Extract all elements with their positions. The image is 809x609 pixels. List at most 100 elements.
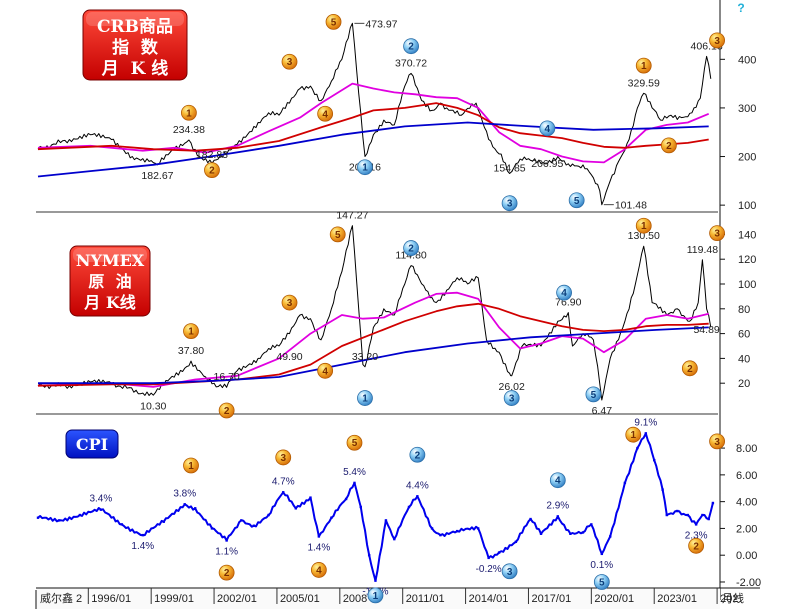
crb-annotation: 101.48 bbox=[615, 200, 647, 212]
nymex-annotation: 130.50 bbox=[628, 230, 660, 242]
nymex-wave-marker-orange: 3 bbox=[281, 294, 298, 311]
crb-wave-marker-blue: 2 bbox=[403, 38, 419, 55]
cpi-annotation: 1.1% bbox=[215, 546, 238, 557]
nymex-wave-marker-number: 2 bbox=[224, 406, 230, 417]
cpi-annotation: 3.4% bbox=[89, 494, 112, 505]
nymex-wave-marker-number: 3 bbox=[287, 298, 293, 309]
cpi-wave-marker-number: 5 bbox=[352, 438, 358, 449]
cpi-wave-marker-blue: 5 bbox=[593, 574, 610, 590]
nymex-wave-marker-number: 5 bbox=[591, 390, 597, 401]
nymex-wave-marker-orange: 2 bbox=[681, 360, 698, 377]
cpi-point bbox=[309, 496, 312, 499]
crb-wave-marker-orange: 5 bbox=[325, 13, 342, 30]
nymex-annotation: 147.27 bbox=[336, 210, 368, 222]
x-tick-label: 2017/01 bbox=[531, 593, 571, 605]
crb-price-line bbox=[37, 22, 712, 206]
x-tick-label: 2023/01 bbox=[657, 593, 697, 605]
nymex-panel: 20406080100120140147.27114.8037.8010.301… bbox=[37, 210, 756, 419]
cpi-point bbox=[590, 523, 593, 526]
cpi-wave-marker-number: 1 bbox=[373, 591, 379, 602]
nymex-annotation: 16.70 bbox=[213, 371, 239, 383]
cpi-point bbox=[374, 579, 377, 582]
cpi-title: CPI bbox=[76, 435, 108, 454]
crb-wave-marker-number: 4 bbox=[545, 124, 551, 135]
crb-wave-marker-number: 2 bbox=[408, 42, 414, 53]
cpi-point bbox=[600, 552, 604, 556]
nymex-wave-marker-number: 2 bbox=[408, 244, 414, 255]
x-tick-label: 1999/01 bbox=[154, 593, 194, 605]
crb-annotation: 154.85 bbox=[494, 162, 526, 174]
nymex-wave-marker-orange: 4 bbox=[317, 362, 334, 379]
nymex-wave-marker-number: 1 bbox=[188, 327, 194, 338]
cpi-point bbox=[78, 513, 82, 517]
cpi-point bbox=[497, 551, 501, 554]
cpi-wave-marker-orange: 5 bbox=[346, 434, 363, 451]
cpi-wave-marker-number: 3 bbox=[507, 567, 513, 578]
cpi-annotation: 2.3% bbox=[685, 530, 708, 541]
cpi-y-tick-label: -2.00 bbox=[736, 577, 761, 589]
cpi-point bbox=[476, 527, 480, 530]
cpi-point bbox=[686, 513, 689, 517]
nymex-wave-marker-blue: 4 bbox=[556, 284, 572, 301]
nymex-wave-marker-blue: 3 bbox=[503, 390, 520, 406]
cpi-point bbox=[99, 508, 103, 511]
cpi-point bbox=[514, 540, 518, 544]
nymex-wave-marker-number: 1 bbox=[641, 221, 647, 232]
cpi-point bbox=[36, 516, 40, 519]
cpi-point bbox=[487, 556, 490, 560]
cpi-wave-marker-number: 4 bbox=[316, 565, 322, 576]
crb-wave-marker-blue: 5 bbox=[568, 192, 585, 209]
cpi-point bbox=[210, 527, 214, 530]
crb-panel: 100 200 300 400 473.97 370.72 234.38 182.67 182.… bbox=[37, 13, 756, 212]
crb-wave-marker-number: 3 bbox=[714, 36, 720, 47]
nymex-wave-marker-orange: 3 bbox=[709, 225, 725, 242]
cpi-wave-marker-orange: 4 bbox=[310, 562, 327, 578]
cpi-annotation: 0.1% bbox=[590, 560, 613, 571]
cpi-point bbox=[539, 532, 543, 535]
cpi-point bbox=[636, 446, 639, 450]
cpi-point bbox=[282, 491, 285, 494]
crb-y-tick-label: 100 bbox=[738, 200, 756, 212]
crb-wave-marker-number: 5 bbox=[331, 17, 337, 28]
nymex-annotation: 119.48 bbox=[687, 244, 718, 256]
x-tick-label: 2014/01 bbox=[469, 593, 509, 605]
nymex-ma-fast-line bbox=[37, 291, 709, 388]
crb-wave-marker-blue: 3 bbox=[501, 195, 518, 212]
nymex-wave-marker-orange: 2 bbox=[218, 402, 235, 419]
crb-annotation: 473.97 bbox=[365, 18, 397, 30]
cpi-point bbox=[193, 507, 197, 510]
crb-y-tick-label: 300 bbox=[738, 103, 756, 115]
cpi-point bbox=[359, 505, 362, 509]
crb-wave-marker-blue: 1 bbox=[357, 159, 373, 176]
nymex-annotation: 33.20 bbox=[352, 351, 378, 363]
cpi-y-tick-label: 4.00 bbox=[736, 497, 757, 509]
cpi-point bbox=[393, 537, 396, 541]
nymex-y-tick-label: 100 bbox=[738, 279, 756, 291]
x-tick-label: 2002/01 bbox=[217, 593, 257, 605]
crb-y-tick-label: 200 bbox=[738, 152, 756, 164]
crb-wave-marker-number: 1 bbox=[641, 61, 647, 72]
cpi-wave-marker-number: 2 bbox=[415, 450, 421, 461]
cpi-point bbox=[162, 520, 165, 523]
crb-wave-marker-number: 3 bbox=[287, 57, 293, 68]
crb-annotation: 370.72 bbox=[395, 57, 427, 69]
crb-wave-marker-orange: 3 bbox=[281, 53, 298, 70]
cpi-y-tick-label: 6.00 bbox=[736, 470, 757, 482]
cpi-wave-marker-orange: 2 bbox=[218, 564, 235, 581]
crb-annotation: 182.83 bbox=[196, 149, 228, 161]
crb-wave-marker-number: 5 bbox=[574, 196, 580, 207]
help-icon[interactable]: ? bbox=[737, 1, 744, 15]
nymex-y-tick-label: 80 bbox=[738, 304, 750, 316]
nymex-y-tick-label: 140 bbox=[738, 229, 756, 241]
crb-title-line-3: 月 K 线 bbox=[101, 58, 169, 79]
cpi-annotation: 2.9% bbox=[546, 500, 569, 511]
cpi-point bbox=[252, 524, 256, 527]
cpi-point bbox=[701, 513, 704, 517]
cpi-point bbox=[367, 554, 371, 557]
cpi-point bbox=[330, 516, 333, 519]
x-tick-label: 2008 bbox=[343, 593, 367, 605]
crb-wave-marker-orange: 2 bbox=[660, 137, 677, 154]
crb-wave-marker-number: 1 bbox=[186, 108, 192, 119]
